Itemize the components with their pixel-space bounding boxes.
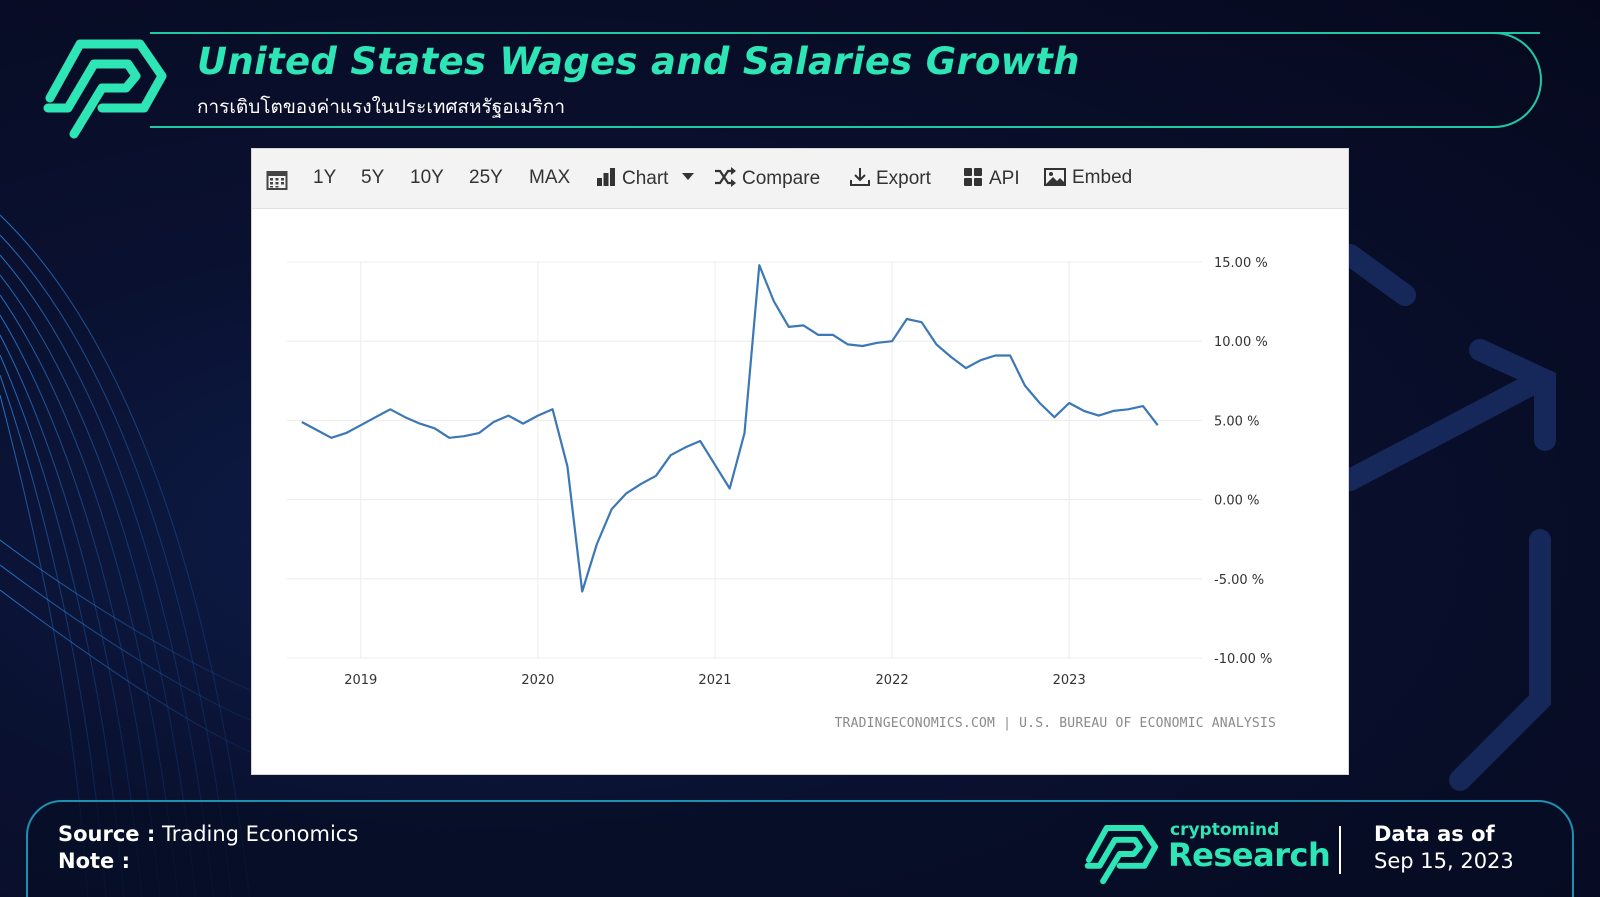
footer-frame [26,800,1574,897]
download-icon [850,168,870,186]
calendar-button[interactable] [266,169,294,194]
page-title: United States Wages and Salaries Growth [197,40,1080,83]
compare-button[interactable]: Compare [714,167,820,190]
brand-name-small: cryptomind [1170,820,1280,840]
x-tick-label: 2021 [698,673,731,688]
x-tick-label: 2019 [344,673,377,688]
shuffle-icon [715,167,736,187]
y-tick-label: 15.00 % [1214,256,1268,271]
footer-divider [1339,826,1341,874]
grid-layer [287,261,1202,659]
page-subtitle: การเติบโตของค่าแรงในประเทศสหรัฐอเมริกา [197,96,566,118]
data-as-of-label: Data as of [1374,822,1495,846]
calendar-icon [266,171,288,190]
note-label: Note : [58,849,130,873]
x-tick-label: 2023 [1053,673,1086,688]
header-frame [150,32,1542,128]
chart-type-dropdown[interactable]: Chart [596,167,700,190]
chart-credit: TRADINGECONOMICS.COM | U.S. BUREAU OF EC… [834,716,1276,731]
y-tick-label: -10.00 % [1214,652,1272,667]
export-label: Export [876,168,931,189]
api-label: API [989,168,1020,189]
x-tick-label: 2020 [521,673,554,688]
caret-down-icon [681,173,694,180]
chart-toolbar: 1Y 5Y 10Y 25Y MAX Chart Compare Export [252,149,1348,209]
research-logo-icon [1084,825,1159,885]
export-button[interactable]: Export [850,167,931,190]
bar-chart-icon [597,168,615,186]
brand-name-large: Research [1168,836,1331,874]
series-layer [301,264,1159,593]
y-tick-label: 5.00 % [1214,414,1259,429]
range-max-button[interactable]: MAX [529,167,571,188]
y-tick-label: -5.00 % [1214,573,1264,588]
line-chart: 2019 2020 2021 2022 2023 15.00 % 10.00 % 5.00 … [287,256,1272,688]
image-icon [1044,168,1066,186]
series-line [301,264,1159,593]
compare-label: Compare [742,168,821,189]
x-axis-labels: 2019 2020 2021 2022 2023 [344,673,1085,688]
range-25y-button[interactable]: 25Y [469,167,503,188]
api-button[interactable]: API [963,167,1020,190]
embed-button[interactable]: Embed [1044,167,1132,189]
range-10y-button[interactable]: 10Y [410,167,444,188]
y-tick-label: 0.00 % [1214,494,1259,509]
range-5y-button[interactable]: 5Y [361,167,385,188]
chart-card: 1Y 5Y 10Y 25Y MAX Chart Compare Export [251,148,1349,775]
cryptomind-logo-icon [43,39,167,139]
embed-label: Embed [1072,167,1133,188]
source-label: Source : [58,822,156,846]
source-line: Source : Trading Economics [58,822,358,846]
x-tick-label: 2022 [876,673,909,688]
y-axis-labels: 15.00 % 10.00 % 5.00 % 0.00 % -5.00 % -10.00 … [1214,256,1272,667]
source-value: Trading Economics [161,822,359,846]
y-tick-label: 10.00 % [1214,335,1268,350]
data-as-of-date: Sep 15, 2023 [1374,849,1514,873]
grid-icon [964,168,982,186]
range-1y-button[interactable]: 1Y [313,167,337,188]
chart-type-label: Chart [622,168,669,189]
